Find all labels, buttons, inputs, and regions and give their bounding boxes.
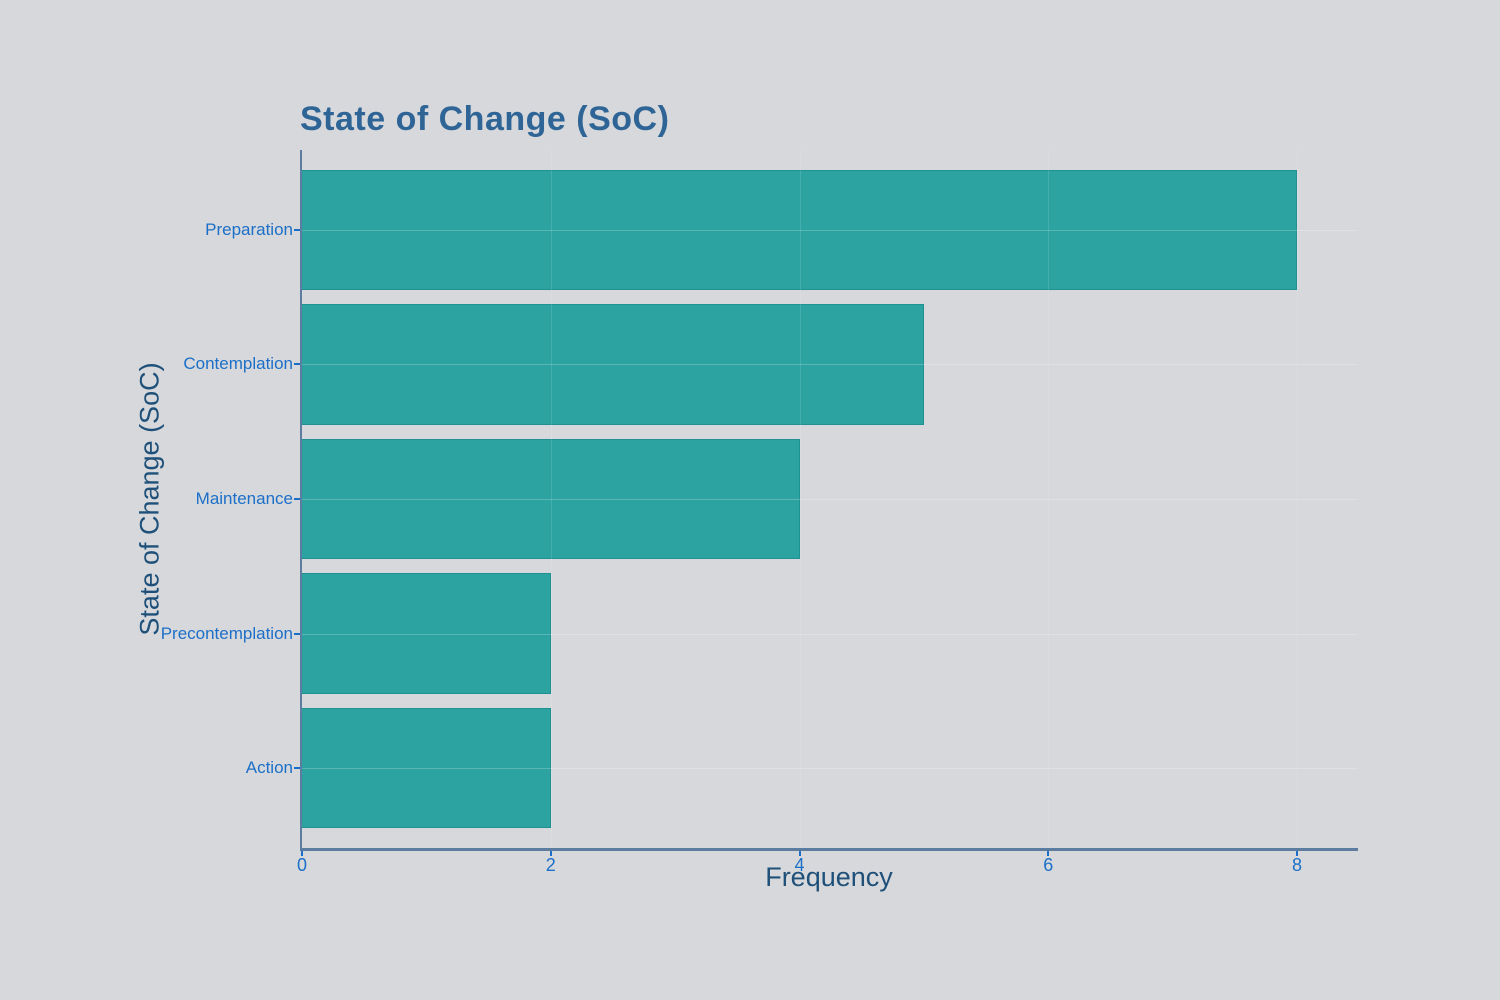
- plot-area: [300, 150, 1358, 851]
- x-tick-mark: [798, 851, 801, 856]
- x-tick-mark: [549, 851, 552, 856]
- category-label: Preparation: [205, 219, 293, 239]
- x-tick-mark: [301, 851, 303, 856]
- y-gridline: [302, 768, 1358, 770]
- x-tick-mark: [1047, 851, 1050, 856]
- y-tick-mark: [294, 632, 300, 635]
- bar-contemplation: [302, 304, 924, 425]
- y-gridline: [302, 633, 1358, 635]
- bar-action: [302, 707, 551, 829]
- x-gridline: [1048, 150, 1050, 848]
- x-tick-mark: [1296, 851, 1299, 856]
- category-label: Contemplation: [183, 354, 293, 374]
- chart-title: State of Change (SoC): [300, 100, 670, 138]
- y-tick-mark: [294, 363, 300, 366]
- x-tick-label: 8: [1292, 855, 1303, 875]
- category-label: Action: [245, 758, 293, 778]
- bar-precontemplation: [302, 573, 551, 694]
- y-gridline: [302, 364, 1358, 366]
- x-axis-title: Frequency: [765, 862, 893, 892]
- x-gridline: [550, 150, 552, 848]
- y-tick-mark: [294, 498, 300, 500]
- x-tick-label: 2: [545, 855, 556, 875]
- x-tick-label: 6: [1043, 855, 1054, 875]
- x-tick-label: 0: [296, 855, 307, 875]
- bar-preparation: [302, 169, 1298, 291]
- category-label: Maintenance: [195, 489, 293, 508]
- x-gridline: [1297, 150, 1299, 848]
- y-gridline: [302, 229, 1358, 231]
- y-tick-mark: [294, 228, 300, 231]
- category-label: Precontemplation: [160, 623, 293, 643]
- x-tick-label: 4: [794, 855, 805, 875]
- y-gridline: [302, 499, 1358, 500]
- bar-maintenance: [302, 438, 800, 560]
- y-tick-mark: [294, 767, 300, 770]
- x-gridline: [799, 150, 801, 848]
